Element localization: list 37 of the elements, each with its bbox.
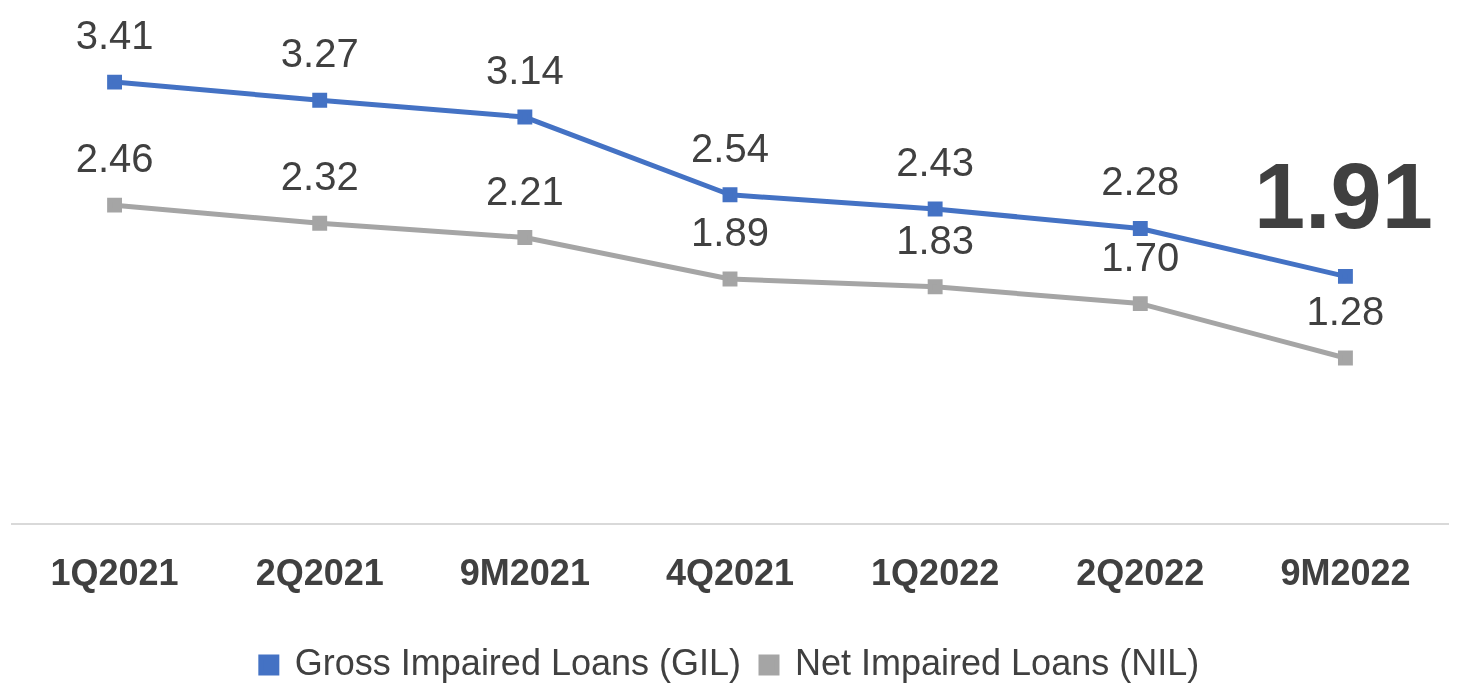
x-tick-label: 4Q2021 bbox=[665, 552, 795, 594]
data-label: 2.46 bbox=[75, 136, 154, 181]
legend-label: Gross Impaired Loans (GIL) bbox=[294, 641, 741, 683]
point bbox=[927, 279, 943, 295]
point bbox=[312, 215, 328, 231]
x-tick-label: 2Q2022 bbox=[1076, 552, 1205, 594]
point bbox=[312, 92, 328, 108]
data-label: 2.32 bbox=[280, 154, 359, 199]
point bbox=[1337, 268, 1353, 284]
data-label: 2.43 bbox=[896, 140, 975, 185]
data-label: 1.70 bbox=[1101, 234, 1180, 279]
point bbox=[1132, 296, 1148, 312]
x-tick-label: 2Q2021 bbox=[255, 552, 384, 594]
point bbox=[107, 74, 123, 90]
data-label: 2.21 bbox=[485, 168, 564, 213]
point bbox=[1132, 221, 1148, 236]
data-label: 3.27 bbox=[280, 31, 359, 76]
data-label: 1.91 bbox=[1253, 144, 1433, 247]
data-label: 1.83 bbox=[896, 217, 975, 262]
data-label: 3.14 bbox=[485, 48, 564, 93]
x-tick-label: 9M2022 bbox=[1280, 552, 1411, 594]
data-label: 2.54 bbox=[691, 125, 769, 170]
data-label: 1.28 bbox=[1306, 289, 1385, 334]
x-tick-label: 1Q2022 bbox=[871, 552, 1000, 594]
data-label: 1.89 bbox=[691, 210, 769, 255]
point bbox=[927, 201, 943, 217]
x-tick-label: 9M2021 bbox=[459, 552, 590, 594]
point bbox=[517, 109, 533, 125]
point bbox=[1337, 350, 1353, 366]
point bbox=[722, 187, 738, 203]
legend-label: Net Impaired Loans (NIL) bbox=[795, 641, 1200, 683]
point bbox=[517, 230, 533, 245]
data-label: 2.28 bbox=[1101, 159, 1180, 204]
point bbox=[722, 271, 738, 287]
x-tick-label: 1Q2021 bbox=[50, 552, 179, 594]
point bbox=[107, 197, 123, 213]
data-label: 3.41 bbox=[75, 13, 154, 58]
